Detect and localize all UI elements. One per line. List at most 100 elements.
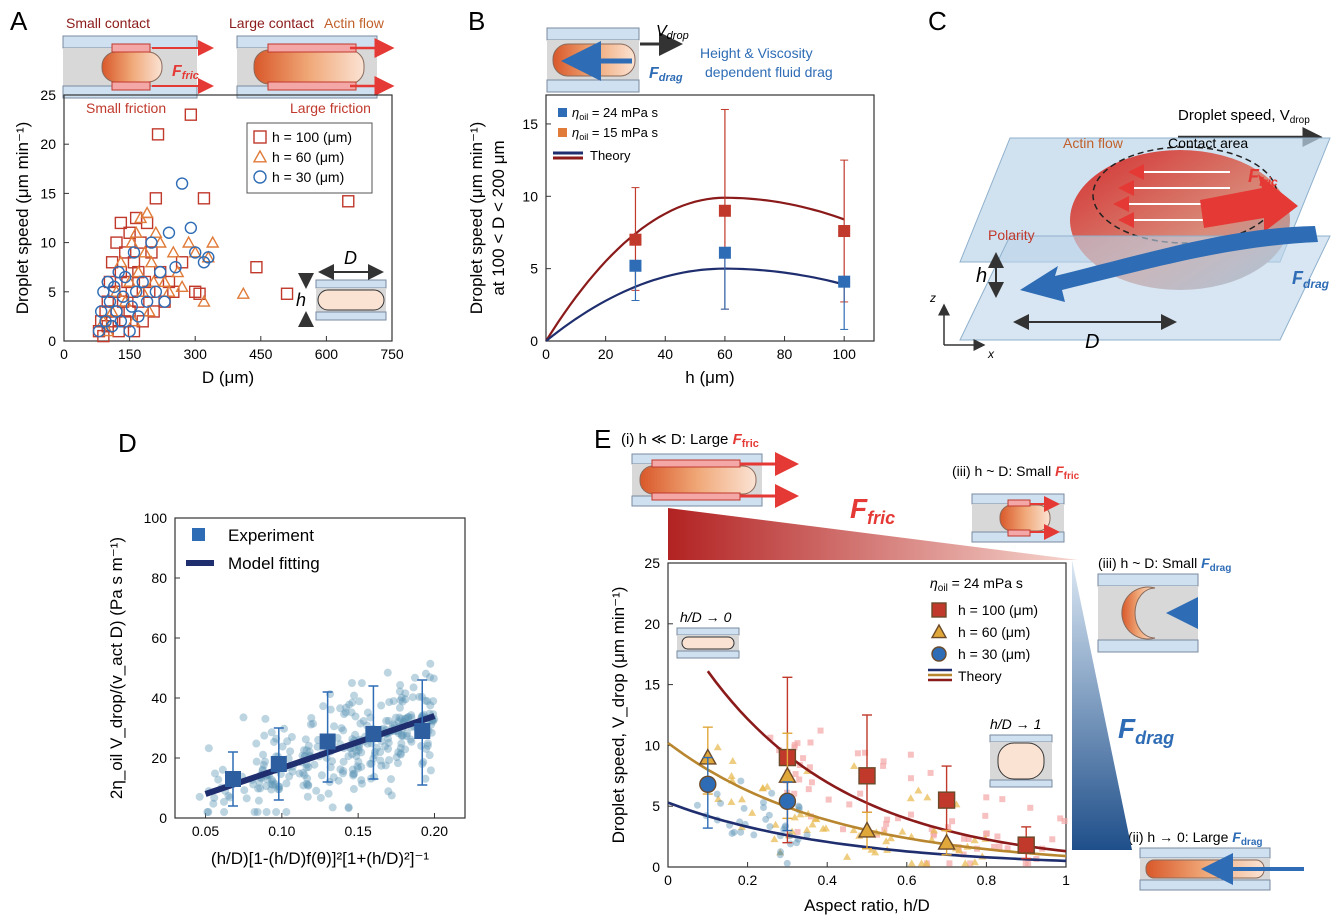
note-fluid-drag: dependent fluid drag (705, 64, 833, 80)
data-point (210, 793, 219, 802)
data-point (770, 835, 779, 843)
y-tick-label: 100 (144, 510, 168, 526)
data-point (713, 790, 721, 798)
data-point (795, 803, 803, 811)
data-point (157, 275, 172, 288)
data-point (693, 801, 701, 809)
data-point (254, 796, 263, 805)
data-point (313, 742, 322, 751)
data-point (796, 776, 803, 783)
x-tick-label: 750 (380, 346, 404, 362)
data-point (776, 848, 785, 856)
panel-letter-c: C (928, 6, 947, 36)
data-point (383, 734, 392, 743)
data-point (158, 295, 171, 308)
data-point (802, 826, 811, 834)
data-point (928, 825, 935, 832)
y-tick-label: 0 (530, 333, 538, 349)
data-point (354, 746, 363, 755)
data-point (280, 287, 294, 300)
data-point (280, 724, 289, 733)
x-tick-label: 0 (60, 346, 68, 362)
y-tick-label: 0 (652, 859, 660, 875)
x-tick-label: 20 (598, 346, 614, 362)
y-tick-label: 25 (40, 87, 56, 103)
data-point (330, 722, 339, 731)
data-point (357, 748, 366, 757)
data-point (838, 275, 851, 288)
data-point (849, 826, 858, 834)
data-point (402, 732, 411, 741)
data-point (946, 860, 953, 867)
data-point (717, 799, 725, 807)
data-point (421, 696, 430, 705)
data-point (353, 762, 362, 771)
data-point (224, 791, 233, 800)
data-point (790, 813, 799, 821)
data-point (854, 750, 861, 757)
label-vdrop-b: Vdrop (656, 23, 689, 42)
data-point (895, 815, 902, 822)
data-point (737, 828, 745, 836)
legend-marker (931, 646, 947, 662)
inset-h-label: h (296, 290, 306, 310)
data-point (737, 777, 745, 785)
data-point (840, 826, 847, 833)
label-ffric-a: Ffric (172, 63, 199, 82)
data-point (123, 226, 136, 239)
data-point (319, 702, 328, 711)
data-point (316, 793, 325, 802)
data-point (300, 746, 309, 755)
data-point (886, 834, 895, 842)
y-axis-title: Droplet speed (μm min⁻¹) (467, 122, 486, 315)
data-point (149, 192, 163, 205)
data-point (132, 310, 145, 323)
data-point (149, 285, 163, 298)
data-point (838, 225, 851, 238)
data-point (767, 734, 774, 741)
label-fdrag-c: Fdrag (1292, 268, 1330, 291)
data-point (381, 761, 390, 770)
label-contact-area: Contact area (1168, 135, 1248, 151)
data-point (727, 797, 736, 805)
schematic-small-contact (62, 35, 214, 99)
data-point (762, 815, 770, 823)
data-point (796, 810, 805, 818)
data-point (347, 708, 356, 717)
data-point (357, 779, 366, 788)
caption-e-ii: (ii) h → 0: Large Fdrag (1128, 829, 1263, 848)
data-point (930, 826, 939, 834)
data-point (763, 782, 772, 790)
inset-d-label: D (344, 248, 357, 268)
data-point (181, 235, 196, 248)
schematic-e-iii-drag (1097, 573, 1199, 653)
data-point (302, 746, 311, 755)
data-point (426, 701, 435, 710)
data-point (138, 245, 152, 258)
label-z: z (929, 291, 936, 305)
data-point (262, 782, 271, 791)
data-point (385, 698, 394, 707)
data-point (348, 765, 357, 774)
data-point (252, 739, 261, 748)
data-point (391, 713, 400, 722)
data-point (793, 839, 801, 847)
data-point (348, 750, 357, 759)
data-point (188, 245, 202, 258)
caption-e-iii-drag: (iii) h ~ D: Small Fdrag (1098, 555, 1231, 574)
y-axis-title: Droplet speed (μm min⁻¹) (13, 122, 32, 315)
data-point (282, 779, 291, 788)
ffric-gradient-wedge (668, 508, 1078, 560)
data-point (629, 259, 642, 272)
data-point (304, 780, 313, 789)
data-point (388, 720, 397, 729)
data-point (240, 786, 249, 795)
data-point (737, 795, 746, 803)
data-point (259, 760, 268, 769)
bottom-plate (959, 235, 1331, 341)
data-point (145, 236, 158, 249)
data-point (808, 779, 815, 786)
data-point (122, 275, 137, 288)
data-point (714, 795, 723, 803)
data-point (303, 792, 312, 801)
